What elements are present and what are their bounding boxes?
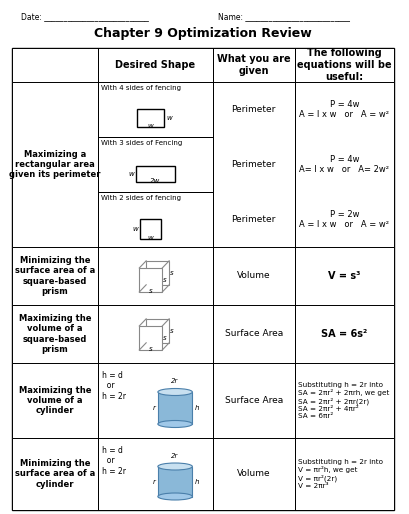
Bar (98, 247, 213, 305)
Text: s: s (163, 277, 167, 283)
Text: s: s (149, 346, 153, 352)
Text: s: s (163, 335, 167, 341)
Text: 2r: 2r (171, 378, 179, 384)
Text: r: r (153, 405, 156, 411)
Bar (12, 82, 98, 247)
Text: h: h (194, 479, 199, 485)
Text: Minimizing the
surface area of a
cylinder: Minimizing the surface area of a cylinde… (15, 459, 95, 489)
Bar (294, 305, 394, 363)
Bar (139, 268, 162, 292)
Text: Minimizing the
surface area of a
square-based
prism: Minimizing the surface area of a square-… (15, 256, 95, 296)
Bar (12, 48, 98, 82)
Bar (146, 261, 169, 285)
Bar (98, 192, 213, 247)
Text: Substituting h = 2r into
SA = 2πr² + 2πrh, we get
SA = 2πr² + 2πr(2r)
SA = 2πr² : Substituting h = 2r into SA = 2πr² + 2πr… (298, 382, 390, 419)
Bar (213, 247, 294, 305)
Text: Surface Area: Surface Area (225, 396, 283, 405)
Bar (294, 438, 394, 510)
Ellipse shape (158, 463, 192, 470)
Bar (12, 247, 98, 305)
Text: h = d
  or
h = 2r: h = d or h = 2r (102, 371, 126, 401)
Bar (213, 305, 294, 363)
Text: w: w (129, 171, 135, 177)
Text: Perimeter: Perimeter (231, 160, 276, 169)
Bar (146, 319, 169, 343)
Bar (140, 219, 161, 240)
Text: Maximizing the
volume of a
cylinder: Maximizing the volume of a cylinder (19, 386, 91, 415)
Text: Maximizing a
rectangular area
given its perimeter: Maximizing a rectangular area given its … (9, 150, 101, 179)
Text: Chapter 9 Optimization Review: Chapter 9 Optimization Review (94, 27, 311, 40)
Bar (98, 438, 213, 510)
Bar (98, 363, 213, 438)
Text: w: w (133, 226, 138, 232)
Text: s: s (170, 270, 174, 276)
Bar (12, 363, 98, 438)
Text: w: w (148, 123, 154, 128)
Bar (136, 167, 175, 182)
Text: h = d
  or
h = 2r: h = d or h = 2r (102, 446, 126, 476)
Bar (294, 247, 394, 305)
Text: What you are
given: What you are given (217, 54, 291, 76)
Text: s: s (149, 288, 153, 294)
Text: r: r (153, 479, 156, 485)
Text: Substituting h = 2r into
V = πr²h, we get
V = πr²(2r)
V = 2πr³: Substituting h = 2r into V = πr²h, we ge… (298, 459, 383, 489)
Text: Perimeter: Perimeter (231, 215, 276, 224)
Bar (139, 326, 162, 350)
Text: With 2 sides of fencing: With 2 sides of fencing (101, 195, 181, 201)
Text: h: h (194, 405, 199, 411)
Bar (158, 392, 192, 424)
Bar (98, 82, 213, 137)
Text: P = 2w
A = l x w   or   A = w²: P = 2w A = l x w or A = w² (299, 210, 389, 229)
Bar (294, 82, 394, 247)
Text: With 4 sides of fencing: With 4 sides of fencing (101, 85, 181, 91)
Text: The following
equations will be
useful:: The following equations will be useful: (297, 48, 392, 82)
Bar (12, 305, 98, 363)
Text: SA = 6s²: SA = 6s² (321, 329, 368, 339)
Bar (137, 109, 164, 127)
Bar (213, 82, 294, 247)
Bar (12, 48, 394, 510)
Bar (213, 48, 294, 82)
Text: Maximizing the
volume of a
square-based
prism: Maximizing the volume of a square-based … (19, 314, 91, 354)
Text: Name: ___________________________: Name: ___________________________ (218, 12, 350, 21)
Bar (213, 363, 294, 438)
Text: Perimeter: Perimeter (231, 105, 276, 114)
Text: Desired Shape: Desired Shape (115, 60, 196, 70)
Text: With 3 sides of Fencing: With 3 sides of Fencing (101, 140, 182, 146)
Ellipse shape (158, 493, 192, 500)
Text: Date: ___________________________: Date: ___________________________ (21, 12, 149, 21)
Text: P = 4w
A = l x w   or   A = w²: P = 4w A = l x w or A = w² (299, 100, 389, 119)
Bar (12, 438, 98, 510)
Bar (98, 305, 213, 363)
Text: w: w (148, 235, 154, 242)
Text: w: w (166, 115, 172, 121)
Bar (98, 48, 213, 82)
Text: 2r: 2r (171, 452, 179, 458)
Ellipse shape (158, 389, 192, 395)
Text: 2w: 2w (151, 178, 161, 185)
Bar (98, 137, 213, 192)
Text: Volume: Volume (237, 469, 271, 479)
Text: Volume: Volume (237, 271, 271, 281)
Bar (213, 438, 294, 510)
Text: s: s (170, 328, 174, 334)
Bar (158, 467, 192, 497)
Bar (294, 363, 394, 438)
Text: Surface Area: Surface Area (225, 329, 283, 339)
Bar (294, 48, 394, 82)
Ellipse shape (158, 420, 192, 428)
Text: V = s³: V = s³ (328, 271, 361, 281)
Text: P = 4w
A= l x w   or   A= 2w²: P = 4w A= l x w or A= 2w² (299, 155, 389, 174)
